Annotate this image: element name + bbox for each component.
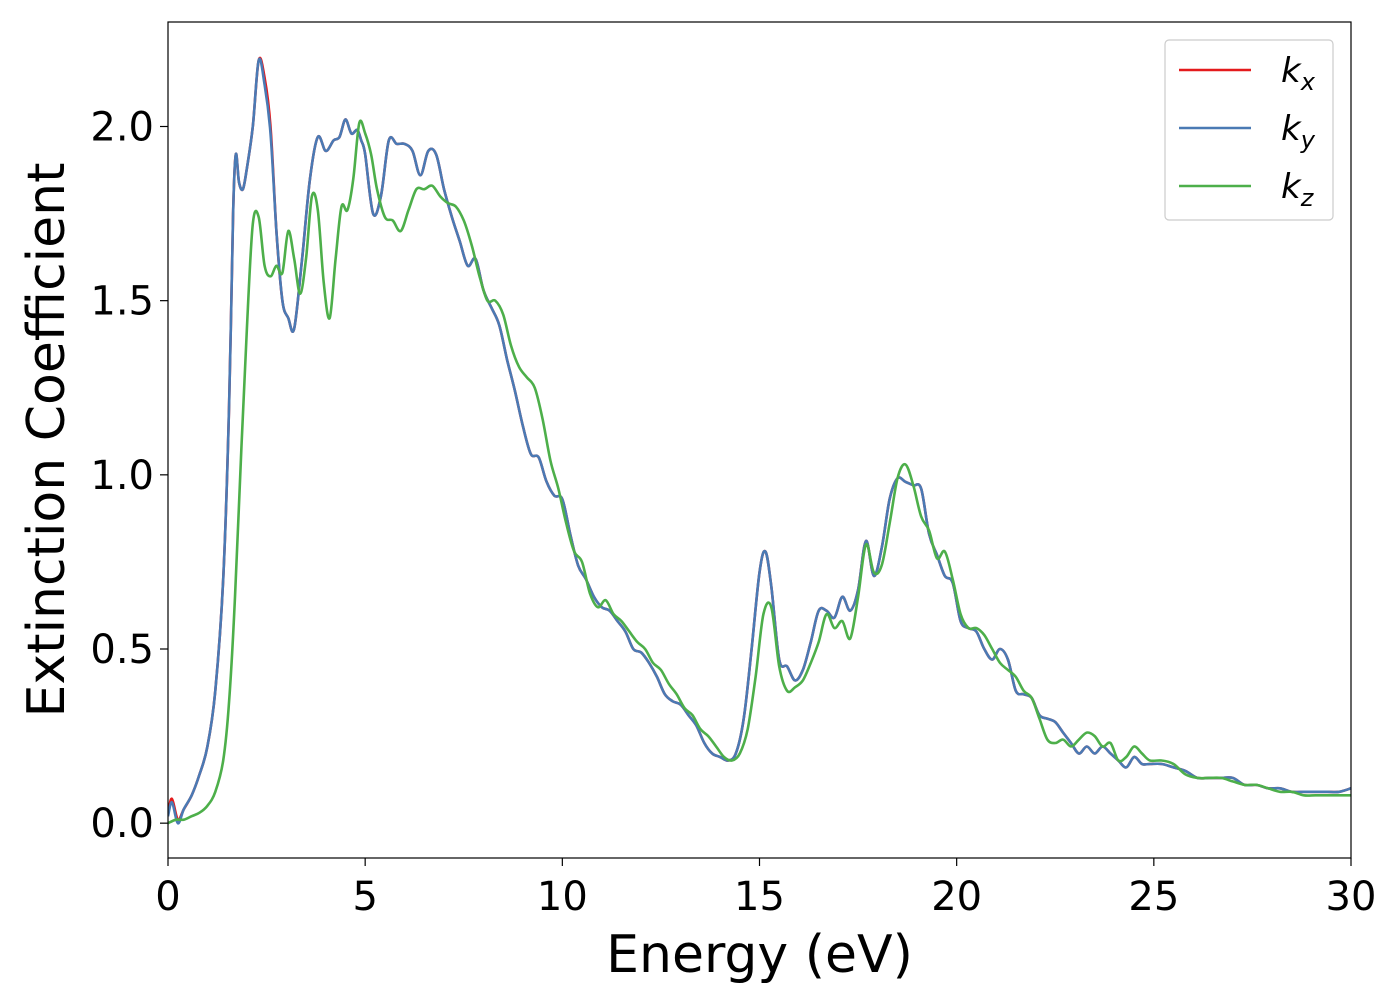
legend-label-z: kz	[1281, 167, 1315, 212]
y-tick-label: 1.0	[90, 453, 154, 499]
x-tick-label: 10	[537, 874, 588, 920]
x-tick-label: 30	[1326, 874, 1377, 920]
x-tick-label: 20	[931, 874, 982, 920]
x-tick-label: 15	[734, 874, 785, 920]
series-layer	[168, 56, 1351, 825]
series-line-z	[168, 119, 1351, 825]
y-tick-label: 0.5	[90, 627, 154, 673]
x-axis-title: Energy (eV)	[606, 925, 913, 985]
x-tick-label: 25	[1128, 874, 1179, 920]
legend: kx ky kz	[1164, 39, 1334, 221]
series-line-y	[168, 57, 1351, 825]
legend-box	[1164, 39, 1334, 221]
y-axis-title: Extinction Coefficient	[17, 163, 77, 718]
y-tick-label: 2.0	[90, 105, 154, 151]
x-tick-label: 0	[155, 874, 180, 920]
y-axis-ticks: 0.0 0.5 1.0 1.5 2.0	[90, 105, 168, 847]
y-tick-label: 1.5	[90, 279, 154, 325]
x-axis-ticks: 0 5 10 15 20 25 30	[155, 858, 1376, 920]
legend-label-y: ky	[1281, 109, 1316, 154]
x-tick-label: 5	[352, 874, 377, 920]
legend-label-x: kx	[1281, 51, 1316, 96]
y-tick-label: 0.0	[90, 801, 154, 847]
